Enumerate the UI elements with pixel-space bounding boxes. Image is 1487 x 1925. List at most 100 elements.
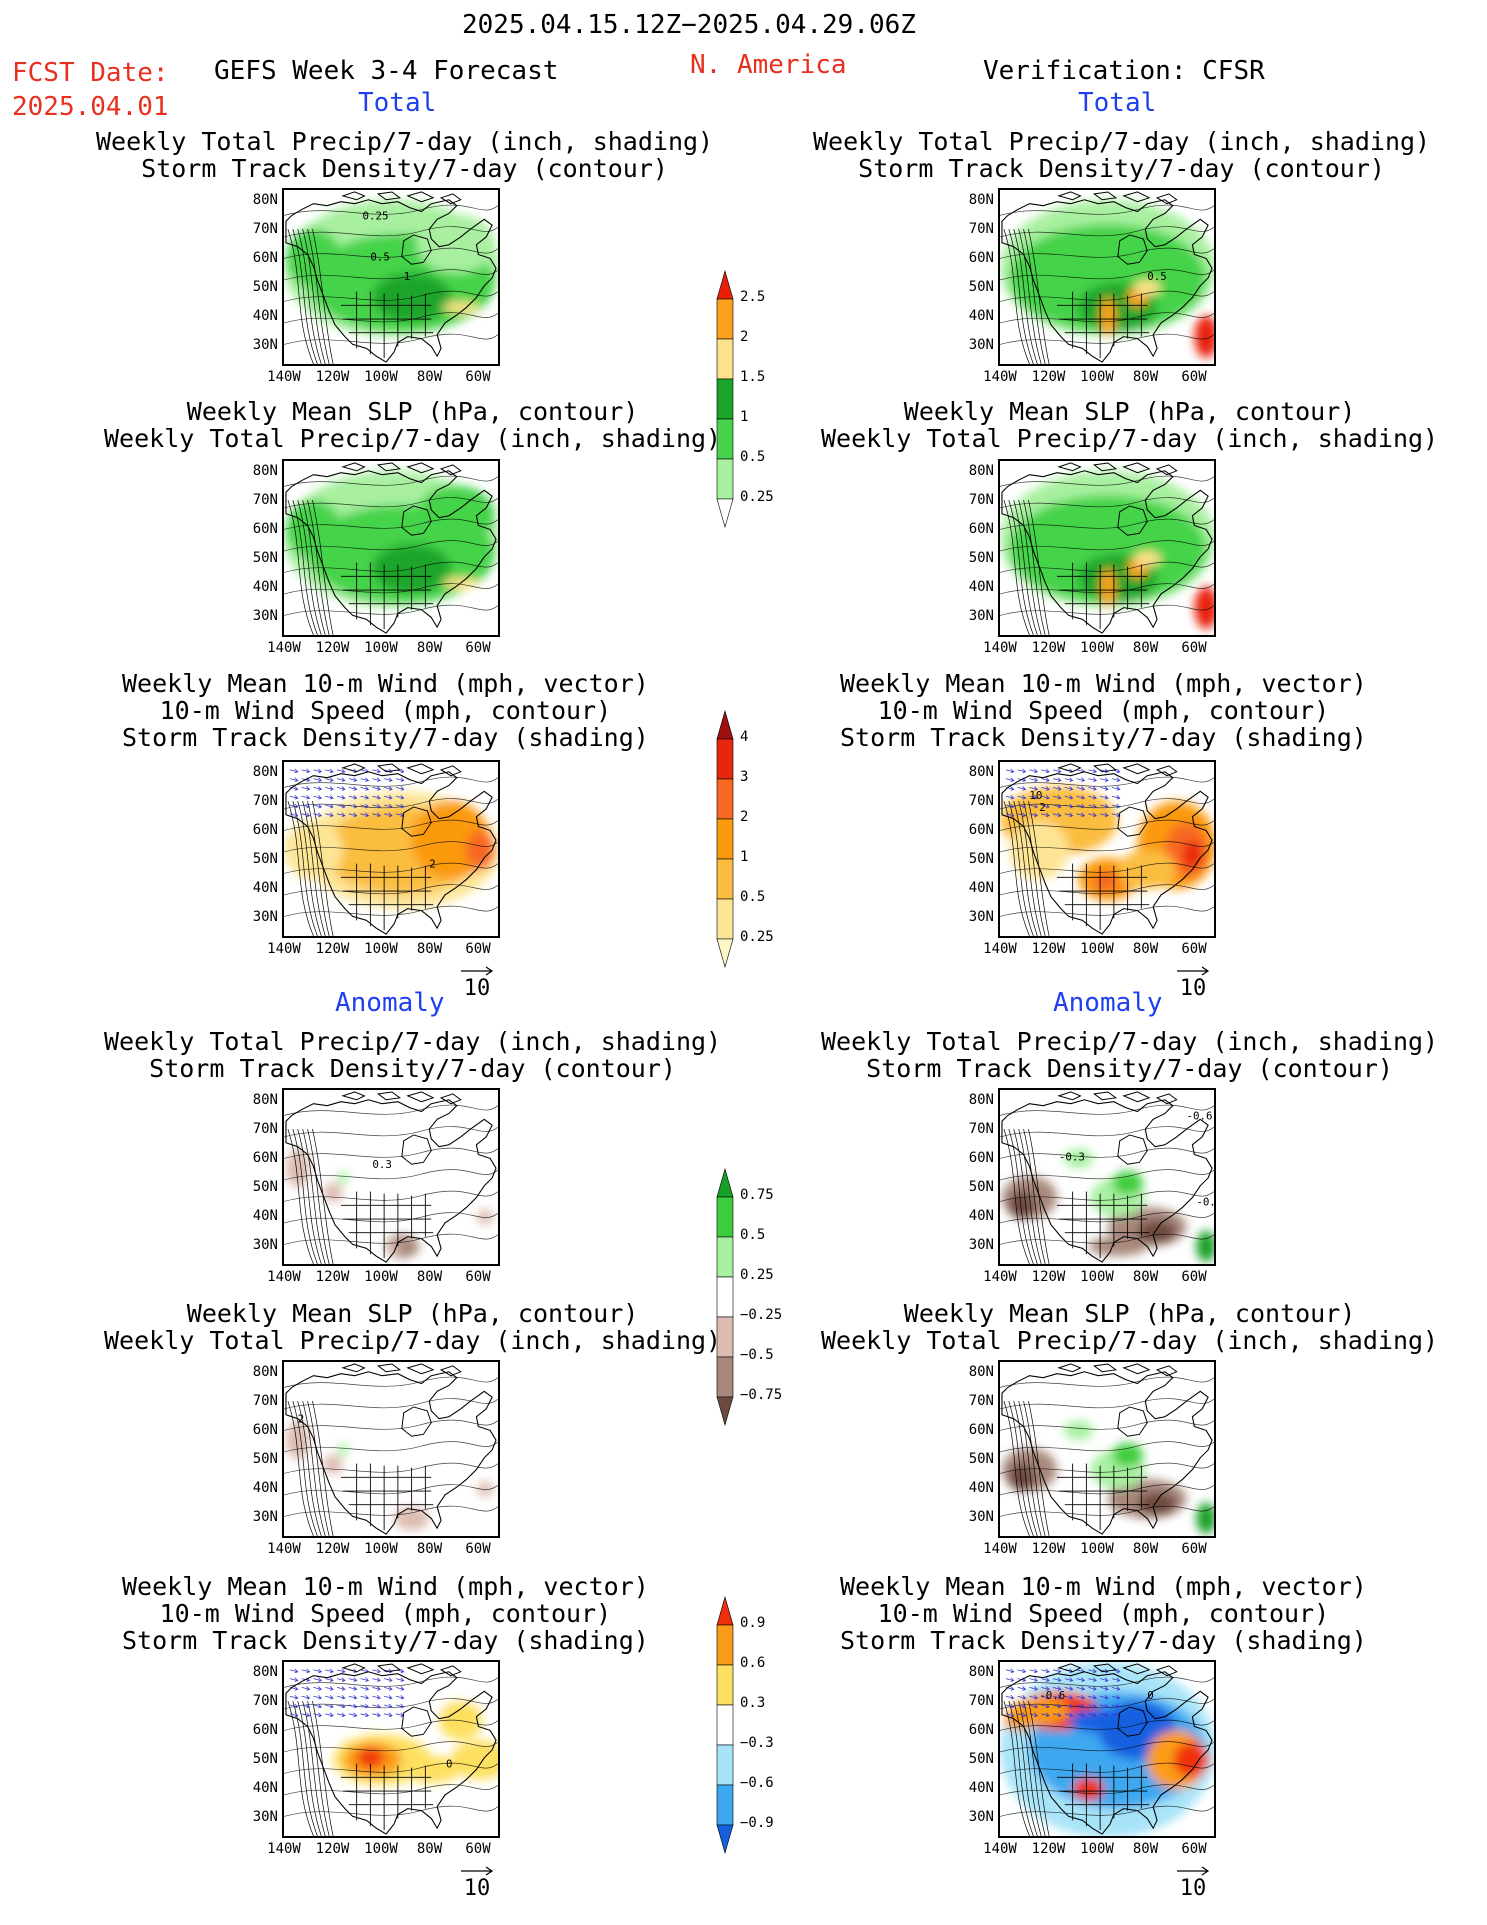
contour-line <box>297 500 322 635</box>
lon-label: 120W <box>1031 1269 1066 1285</box>
lat-label: 30N <box>968 337 994 353</box>
colorbar-precip-anom: 0.75 0.5 0.25 −0.25 −0.5 −0.75 <box>716 1167 782 1430</box>
shading-area <box>477 1481 494 1497</box>
shading-area <box>1117 849 1177 890</box>
lon-label: 140W <box>267 369 301 385</box>
colorbar-segment <box>716 458 734 500</box>
wind-vector <box>301 1712 311 1718</box>
wind-vector <box>1041 1712 1050 1718</box>
coastline <box>1001 1099 1213 1263</box>
contour-line <box>1000 226 1214 238</box>
island-outline <box>1155 1665 1178 1677</box>
lat-label: 80N <box>252 463 278 479</box>
wind-vector <box>325 1686 334 1691</box>
contour-line <box>1000 604 1214 616</box>
shading-layer <box>285 1420 494 1531</box>
wind-vector <box>1029 768 1039 774</box>
lon-label: 120W <box>315 1269 350 1285</box>
contour-line <box>1000 884 1214 896</box>
lat-label: 60N <box>252 822 278 838</box>
island-outline <box>439 193 462 205</box>
island-outline <box>376 462 402 472</box>
lat-label: 40N <box>968 579 994 595</box>
colorbar-segment <box>716 1664 734 1706</box>
wind-vector <box>1088 1677 1097 1682</box>
wind-vector <box>336 786 346 791</box>
wind-vector <box>1005 1668 1015 1674</box>
colorbar-tick-label: 0.3 <box>740 1695 766 1711</box>
colorbar-segment <box>716 738 734 780</box>
hudson-bay-outline <box>1117 1134 1148 1165</box>
wind-vector <box>1088 1703 1097 1709</box>
island-outline <box>1092 191 1118 201</box>
colorbar-tick-label: −0.9 <box>740 1815 774 1831</box>
island-outline <box>1122 1663 1151 1675</box>
wind-vector <box>1005 1712 1015 1718</box>
contour-line <box>284 204 498 216</box>
fcst-date-label: FCST Date: <box>12 58 169 88</box>
contour-line <box>1008 1129 1034 1264</box>
contour-line <box>1000 518 1214 530</box>
wind-vector <box>1088 812 1097 818</box>
wind-vector <box>1052 1677 1062 1682</box>
contour-line <box>284 1719 498 1731</box>
contour-line <box>1013 1129 1038 1264</box>
contour-line <box>284 561 498 573</box>
contour-value-label: 2 <box>298 1413 304 1426</box>
wind-vector <box>1029 812 1039 818</box>
contour-line <box>1000 1126 1214 1138</box>
contour-value-label: -0.6 <box>1039 1689 1065 1702</box>
wind-vector <box>313 777 323 782</box>
wind-vector <box>1076 777 1086 782</box>
island-outline <box>1057 1091 1082 1101</box>
hudson-bay-outline <box>401 234 432 265</box>
contour-line <box>1000 1462 1214 1474</box>
colorbar-storm-anom: 0.9 0.6 0.3 −0.3 −0.6 −0.9 <box>716 1595 774 1858</box>
state-borders <box>1056 291 1150 359</box>
wind-vector <box>1100 794 1109 800</box>
contour-line <box>1000 1190 1214 1202</box>
wind-vector <box>1076 1694 1086 1700</box>
contour-line <box>297 229 322 364</box>
contour-line <box>1000 776 1214 788</box>
lat-label: 30N <box>968 608 994 624</box>
wind-vector <box>1005 794 1015 800</box>
contour-line <box>284 604 498 616</box>
contour-line <box>1000 475 1214 487</box>
map-canvas: 0.5 <box>1000 191 1214 364</box>
map-canvas: 2 <box>284 1363 498 1536</box>
colorbar-tick-label: 0.25 <box>740 489 774 505</box>
wind-vector <box>301 1668 311 1674</box>
contour-value-label: 10 <box>1029 789 1042 802</box>
title-obs-anom-precip: Weekly Total Precip/7-day (inch, shading… <box>821 1027 1439 1083</box>
contour-line <box>1000 1169 1214 1181</box>
lat-label: 30N <box>252 337 278 353</box>
shading-layer <box>1000 786 1214 901</box>
wind-vector <box>348 1686 358 1691</box>
wind-vector <box>1017 1694 1027 1700</box>
wind-vector <box>1041 1694 1050 1700</box>
vector-scale-value: 10 <box>463 976 491 1001</box>
title-fcst-total-wind: Weekly Mean 10-m Wind (mph, vector) 10-m… <box>122 669 649 752</box>
lon-label: 60W <box>1181 369 1207 385</box>
wind-vector <box>1088 1712 1097 1718</box>
wind-vector <box>348 794 358 800</box>
wind-vector <box>301 1694 311 1700</box>
state-borders <box>1056 1191 1150 1259</box>
wind-vector <box>289 768 299 774</box>
lat-label: 70N <box>252 492 278 508</box>
vector-arrow-icon <box>461 966 494 976</box>
wind-vector <box>301 794 311 800</box>
lon-label: 100W <box>1080 1541 1114 1557</box>
island-outline <box>1122 462 1151 474</box>
lat-label: 30N <box>252 1237 278 1253</box>
lon-label: 60W <box>1181 1541 1207 1557</box>
contour-line <box>284 1147 498 1159</box>
island-outline <box>1057 1663 1082 1673</box>
contour-line <box>1028 1701 1050 1836</box>
contour-line <box>284 905 498 917</box>
wind-vector <box>325 812 334 818</box>
contour-line <box>312 1401 334 1536</box>
lat-label: 60N <box>968 1422 994 1438</box>
shading-layer <box>284 199 498 337</box>
